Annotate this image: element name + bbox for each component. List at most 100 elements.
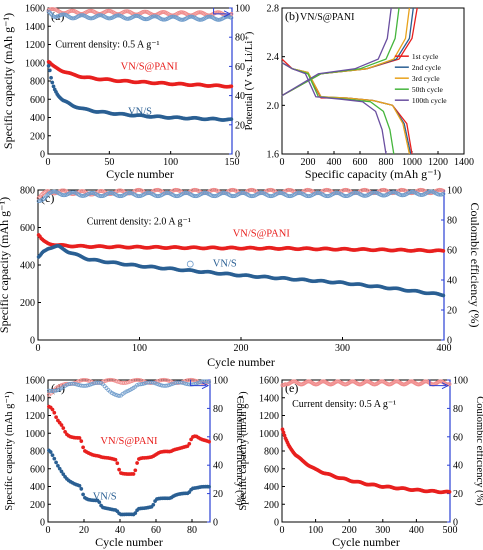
ce-point — [447, 382, 452, 386]
capacity-point — [61, 426, 66, 430]
y-tick-label: 0 — [274, 518, 279, 529]
y-tick-label: 1400 — [25, 393, 45, 404]
ce-point — [70, 381, 75, 386]
x-tick-label: 80 — [187, 525, 197, 536]
x-tick-label: 100 — [132, 343, 147, 354]
series-label-vns-pani: VN/S@PANI — [100, 436, 158, 447]
ce-point — [362, 193, 367, 198]
panel-b: 0 200 400 600 800 1000 1200 1400 1.6 2.0 2.4 2.8 Spe… — [244, 4, 474, 182]
ce-point — [124, 389, 129, 394]
ce-point — [192, 187, 197, 192]
ce-point — [88, 8, 93, 13]
ce-point — [202, 190, 207, 195]
ce-point — [93, 380, 98, 385]
x-tick-label: 0 — [46, 157, 51, 168]
ce-point — [361, 187, 366, 192]
ce-point — [343, 194, 348, 199]
discharge-curve — [281, 62, 387, 155]
y2-tick-label: 0 — [235, 150, 240, 161]
ce-point — [90, 381, 95, 386]
ce-point — [66, 382, 71, 387]
ce-point — [136, 194, 141, 199]
ce-point — [352, 190, 357, 195]
ce-point — [153, 381, 158, 386]
ce-point — [69, 8, 74, 13]
y2-tick-label: 40 — [453, 461, 463, 472]
x-tick-label: 100 — [163, 157, 178, 168]
ce-point — [179, 10, 184, 15]
current-density-annotation: Current density: 0.5 A g⁻¹ — [292, 399, 396, 410]
ce-point — [79, 383, 84, 388]
y-tick-label: 2.4 — [267, 52, 280, 63]
charge-curve — [281, 7, 392, 97]
ce-series-vns-pani — [280, 379, 452, 388]
ce-point — [135, 377, 140, 382]
ce-point — [72, 381, 77, 386]
x-tick-label: 0 — [280, 157, 285, 168]
ce-point — [107, 191, 112, 195]
ce-point — [81, 377, 86, 382]
ce-point — [205, 379, 210, 384]
capacity-point — [52, 456, 57, 461]
ce-arrow — [213, 7, 228, 15]
ce-point — [229, 15, 234, 20]
y-tick-label: 400 — [264, 482, 279, 493]
ce-point — [133, 378, 138, 382]
ce-point — [52, 15, 57, 19]
ce-point — [84, 383, 89, 388]
ce-point — [437, 192, 442, 197]
y2-axis-label: Coulombic efficiency (%) — [474, 396, 483, 506]
cycle-series-5 — [281, 7, 392, 155]
x-tick-label: 20 — [79, 525, 89, 536]
ce-point — [63, 382, 68, 386]
ce-point — [97, 380, 102, 385]
capacity-point — [133, 511, 138, 516]
capacity-point — [189, 437, 194, 442]
panel-e: 0 100 200 300 400 500020040060080010001200140… — [238, 376, 483, 550]
ce-point — [115, 379, 120, 384]
y2-tick-label: 80 — [447, 216, 457, 227]
capacity-point — [50, 453, 55, 458]
ce-point — [163, 378, 168, 382]
y-tick-label: 1200 — [25, 40, 45, 51]
ce-point — [140, 382, 145, 386]
ce-point — [181, 381, 186, 386]
y-tick-label: 600 — [30, 464, 45, 475]
panel-a: 0 50 100 15002004006008001000120014001600Cy… — [1, 4, 250, 182]
ce-point — [156, 382, 161, 387]
ce-point — [77, 383, 82, 388]
ce-point — [324, 194, 329, 199]
ce-point — [173, 187, 178, 192]
ce-point — [108, 377, 113, 382]
ce-point — [115, 393, 120, 398]
ce-point — [79, 378, 84, 383]
capacity-point — [79, 486, 84, 491]
capacity-point — [77, 436, 82, 440]
ce-point — [131, 378, 136, 383]
y2-tick-label: 60 — [235, 62, 245, 73]
ce-point — [88, 16, 93, 21]
y2-tick-label: 100 — [447, 186, 462, 197]
ce-point — [172, 381, 177, 385]
legend-entry: 100th cycle — [412, 96, 447, 105]
ce-point — [135, 188, 140, 192]
y2-tick-label: 100 — [213, 376, 228, 387]
ce-point — [86, 383, 91, 388]
y2-tick-label: 40 — [235, 91, 245, 102]
ce-point — [165, 383, 170, 388]
ce-point — [163, 383, 168, 388]
plot-frame — [47, 379, 211, 523]
ce-point — [207, 380, 212, 384]
ce-point — [154, 381, 159, 386]
ce-point — [142, 381, 147, 386]
capacity-point — [52, 410, 57, 415]
ce-point — [98, 189, 103, 193]
ce-point — [126, 380, 131, 385]
capacity-series-vns-pani — [280, 427, 452, 495]
x-tick-label: 200 — [234, 343, 249, 354]
ce-point — [399, 187, 404, 192]
ce-point — [267, 187, 272, 192]
ce-point — [158, 378, 163, 383]
cycle-series-1 — [281, 7, 418, 155]
